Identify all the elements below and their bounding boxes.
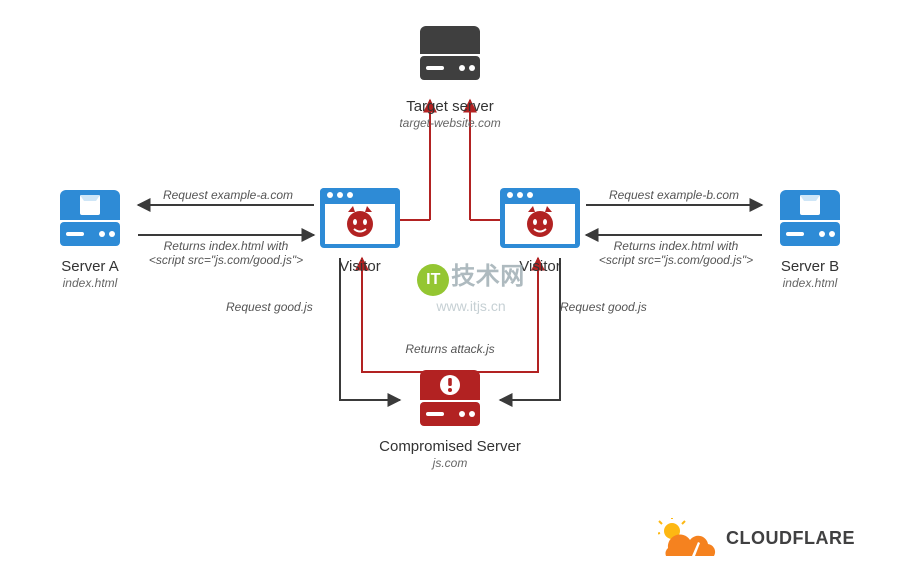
cloudflare-cloud-icon — [658, 518, 720, 558]
watermark: IT技术网 www.itjs.cn — [396, 256, 546, 314]
server-b-sub: index.html — [740, 276, 880, 292]
edge-label-req-a: Request example-a.com — [140, 188, 316, 202]
diagram-stage: Target server target-website.com Server … — [0, 0, 900, 586]
edge-label-req-good-l: Request good.js — [226, 300, 356, 314]
edge-label-ret-a: Returns index.html with<script src="js.c… — [126, 239, 326, 267]
cloudflare-logo: CLOUDFLARE — [658, 518, 855, 558]
watermark-url: www.itjs.cn — [396, 298, 546, 314]
edge-label-req-good-r: Request good.js — [560, 300, 690, 314]
compromised-server-title: Compromised Server — [350, 438, 550, 456]
edge-label-ret-b: Returns index.html with<script src="js.c… — [576, 239, 776, 267]
target-server-icon — [414, 18, 486, 95]
visitor-right-icon — [498, 184, 582, 261]
edge-label-req-b: Request example-b.com — [586, 188, 762, 202]
watermark-main: 技术网 — [451, 263, 525, 290]
cloudflare-logo-text: CLOUDFLARE — [726, 528, 855, 549]
edge-label-ret-attack: Returns attack.js — [375, 342, 525, 356]
target-server-title: Target server — [350, 98, 550, 116]
server-b-icon — [774, 184, 846, 261]
visitor-left-title: Visitor — [318, 258, 402, 276]
server-a-icon — [54, 184, 126, 261]
server-a-sub: index.html — [20, 276, 160, 292]
compromised-server-sub: js.com — [350, 456, 550, 472]
watermark-badge: IT — [417, 264, 449, 296]
target-server-sub: target-website.com — [350, 116, 550, 132]
compromised-server-icon — [414, 364, 486, 441]
visitor-left-icon — [318, 184, 402, 261]
